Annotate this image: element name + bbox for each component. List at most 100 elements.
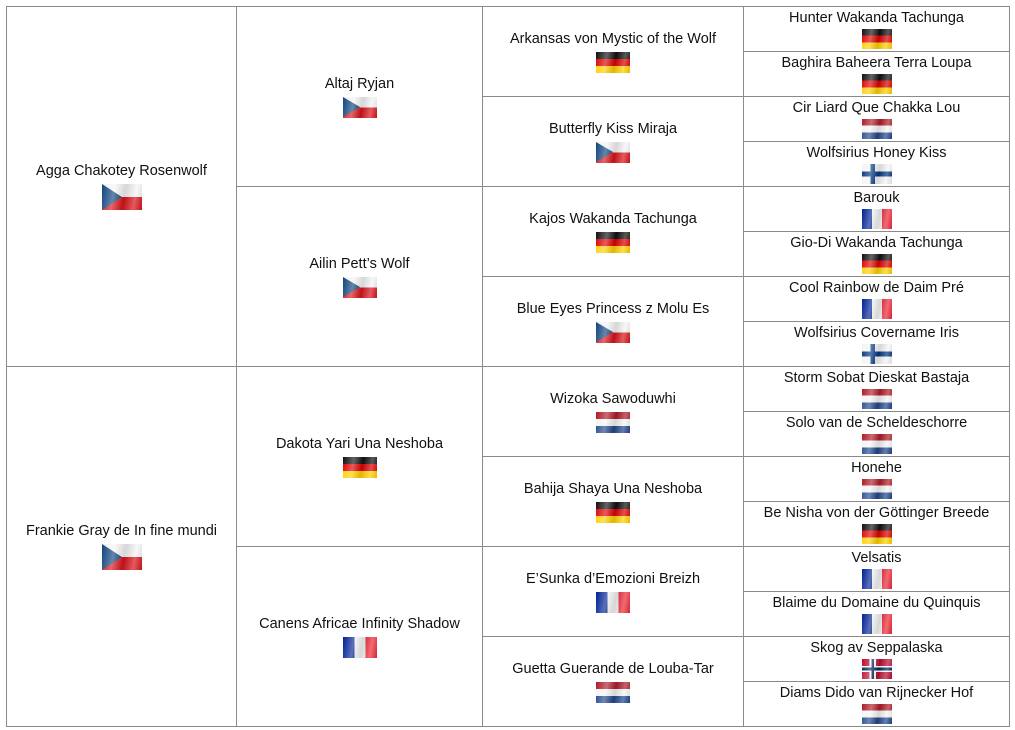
czech-flag-icon [596, 141, 630, 163]
pedigree-row: Wolfsirius Covername Iris [7, 321, 1010, 367]
dog-entry: Bahija Shaya Una Neshoba [485, 481, 741, 523]
ancestor-gen3-cell: Bahija Shaya Una Neshoba [482, 456, 744, 547]
german-flag-icon [596, 231, 630, 253]
dog-name: Wolfsirius Honey Kiss [806, 144, 947, 161]
dog-entry: Altaj Ryjan [239, 76, 480, 118]
pedigree-row: Bahija Shaya Una Neshoba Honehe [7, 456, 1010, 547]
dog-name: Ailin Pett’s Wolf [309, 255, 410, 272]
finnish-flag-icon [861, 343, 892, 364]
dog-entry: Be Nisha von der Göttinger Breede [746, 505, 1007, 544]
dog-name: E’Sunka d’Emozioni Breizh [525, 570, 701, 587]
dog-name: Frankie Gray de In fine mundi [25, 523, 217, 539]
dog-entry: Ailin Pett’s Wolf [239, 256, 480, 298]
ancestor-gen4-cell: Honehe [743, 456, 1010, 502]
ancestor-gen4-cell: Wolfsirius Honey Kiss [743, 141, 1010, 187]
ancestor-gen4-cell: Velsatis [743, 546, 1010, 592]
german-flag-icon [861, 523, 892, 544]
dog-name: Bahija Shaya Una Neshoba [523, 480, 703, 497]
ancestor-gen2-cell: Dakota Yari Una Neshoba [236, 366, 483, 547]
dog-entry: Solo van de Scheldeschorre [746, 415, 1007, 454]
ancestor-gen4-cell: Storm Sobat Dieskat Bastaja [743, 366, 1010, 412]
german-flag-icon [596, 501, 630, 523]
dutch-flag-icon [861, 478, 892, 499]
german-flag-icon [596, 51, 630, 73]
dog-entry: Butterfly Kiss Miraja [485, 121, 741, 163]
dog-entry: Hunter Wakanda Tachunga [746, 10, 1007, 49]
dog-entry: E’Sunka d’Emozioni Breizh [485, 571, 741, 613]
dog-name: Cir Liard Que Chakka Lou [792, 99, 961, 116]
dog-name: Blaime du Domaine du Quinquis [772, 594, 981, 611]
pedigree-row: Solo van de Scheldeschorre [7, 411, 1010, 457]
french-flag-icon [596, 591, 630, 613]
dog-name: Wizoka Sawoduwhi [550, 390, 676, 407]
dog-name: Agga Chakotey Rosenwolf [36, 163, 207, 179]
dog-name: Canens Africae Infinity Shadow [259, 615, 460, 632]
pedigree-row: Baghira Baheera Terra Loupa [7, 51, 1010, 97]
pedigree-row: Guetta Guerande de Louba-Tar Skog av Sepp… [7, 636, 1010, 727]
dog-entry: Storm Sobat Dieskat Bastaja [746, 370, 1007, 409]
dog-name: Kajos Wakanda Tachunga [529, 210, 697, 227]
ancestor-gen2-cell: Altaj Ryjan [236, 6, 483, 187]
czech-flag-icon [101, 544, 142, 570]
dog-entry: Guetta Guerande de Louba-Tar [485, 661, 741, 703]
ancestor-gen1-cell: Frankie Gray de In fine mundi [6, 366, 237, 727]
dog-entry: Baghira Baheera Terra Loupa [746, 55, 1007, 94]
dog-name: Guetta Guerande de Louba-Tar [512, 660, 714, 677]
pedigree-row: Agga Chakotey Rosenwolf Altaj Ryjan Arkans… [6, 6, 1010, 367]
dog-name: Cool Rainbow de Daim Pré [789, 279, 964, 296]
dog-name: Arkansas von Mystic of the Wolf [509, 30, 717, 47]
ancestor-gen3-cell: Wizoka Sawoduwhi [482, 366, 744, 457]
ancestor-gen3-cell: Kajos Wakanda Tachunga [482, 186, 744, 277]
pedigree-row: Blaime du Domaine du Quinquis [7, 591, 1010, 637]
ancestor-gen4-cell: Solo van de Scheldeschorre [743, 411, 1010, 457]
ancestor-gen3-cell: Guetta Guerande de Louba-Tar [482, 636, 744, 727]
ancestor-gen4-cell: Barouk [743, 186, 1010, 232]
french-flag-icon [342, 636, 377, 658]
ancestor-gen3-cell: Butterfly Kiss Miraja [482, 96, 744, 187]
dog-name: Velsatis [851, 549, 902, 566]
dog-entry: Kajos Wakanda Tachunga [485, 211, 741, 253]
ancestor-gen4-cell: Diams Dido van Rijnecker Hof [743, 681, 1010, 727]
french-flag-icon [861, 568, 892, 589]
dog-name: Baghira Baheera Terra Loupa [781, 54, 972, 71]
german-flag-icon [861, 253, 892, 274]
ancestor-gen3-cell: Arkansas von Mystic of the Wolf [482, 6, 744, 97]
ancestor-gen4-cell: Be Nisha von der Göttinger Breede [743, 501, 1010, 547]
dog-name: Barouk [853, 189, 900, 206]
dog-entry: Cir Liard Que Chakka Lou [746, 100, 1007, 139]
dog-name: Wolfsirius Covername Iris [794, 324, 959, 341]
ancestor-gen4-cell: Baghira Baheera Terra Loupa [743, 51, 1010, 97]
dog-entry: Honehe [746, 460, 1007, 499]
dog-name: Storm Sobat Dieskat Bastaja [783, 369, 970, 386]
pedigree-row: Canens Africae Infinity Shadow E’Sunka d’… [7, 546, 1010, 727]
dog-name: Solo van de Scheldeschorre [785, 414, 968, 431]
french-flag-icon [861, 208, 892, 229]
dog-entry: Diams Dido van Rijnecker Hof [746, 685, 1007, 724]
czech-flag-icon [342, 276, 377, 298]
pedigree-row: Blue Eyes Princess z Molu Es Cool Rainbow… [7, 276, 1010, 367]
ancestor-gen2-cell: Canens Africae Infinity Shadow [236, 546, 483, 727]
dog-name: Gio-Di Wakanda Tachunga [790, 234, 963, 251]
dog-entry: Cool Rainbow de Daim Pré [746, 280, 1007, 319]
dutch-flag-icon [861, 703, 892, 724]
dog-name: Altaj Ryjan [324, 75, 395, 92]
ancestor-gen4-cell: Skog av Seppalaska [743, 636, 1010, 682]
dog-entry: Blue Eyes Princess z Molu Es [485, 301, 741, 343]
german-flag-icon [342, 456, 377, 478]
dog-entry: Barouk [746, 190, 1007, 229]
pedigree-table: Agga Chakotey Rosenwolf Altaj Ryjan Arkans… [6, 6, 1010, 727]
ancestor-gen4-cell: Cir Liard Que Chakka Lou [743, 96, 1010, 142]
czech-flag-icon [342, 96, 377, 118]
dutch-flag-icon [861, 388, 892, 409]
ancestor-gen4-cell: Hunter Wakanda Tachunga [743, 6, 1010, 52]
dutch-flag-icon [861, 118, 892, 139]
dog-name: Blue Eyes Princess z Molu Es [516, 300, 710, 317]
dog-entry: Blaime du Domaine du Quinquis [746, 595, 1007, 634]
dog-entry: Frankie Gray de In fine mundi [9, 523, 234, 570]
german-flag-icon [861, 73, 892, 94]
dog-entry: Agga Chakotey Rosenwolf [9, 163, 234, 210]
ancestor-gen4-cell: Cool Rainbow de Daim Pré [743, 276, 1010, 322]
dog-entry: Skog av Seppalaska [746, 640, 1007, 679]
norwegian-flag-icon [861, 658, 892, 679]
pedigree-body: Agga Chakotey Rosenwolf Altaj Ryjan Arkans… [6, 6, 1010, 727]
